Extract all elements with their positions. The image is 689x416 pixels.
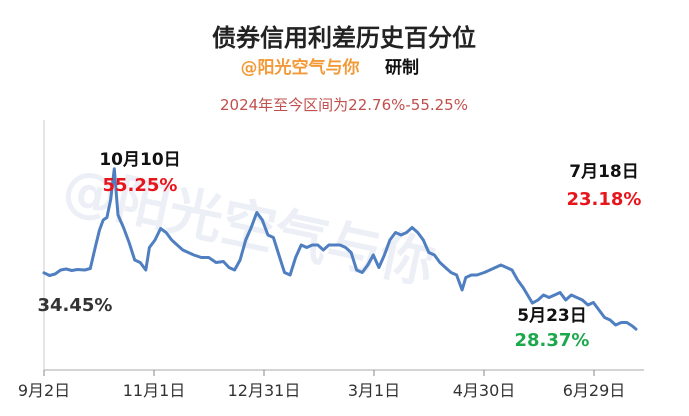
x-tick-label: 3月1日	[348, 381, 400, 400]
x-axis-ticks: 9月2日 11月1日 12月31日 3月1日 4月30日 6月29日	[18, 370, 625, 400]
chart-title: 债券信用利差历史百分位	[212, 24, 476, 52]
series-line	[42, 167, 638, 331]
x-tick-label: 4月30日	[453, 381, 516, 400]
peak-value-label: 55.25%	[103, 175, 178, 196]
low-value-label: 28.37%	[515, 330, 590, 351]
last-date-label: 7月18日	[569, 162, 639, 182]
peak-date-label: 10月10日	[99, 150, 180, 170]
x-tick-label: 9月2日	[18, 381, 70, 400]
x-tick-label: 12月31日	[228, 381, 301, 400]
last-value-label: 23.18%	[567, 189, 642, 210]
author-handle: @阳光空气与你	[241, 57, 360, 78]
x-tick-label: 11月1日	[123, 381, 186, 400]
made-by-label: 研制	[385, 57, 419, 78]
low-date-label: 5月23日	[517, 306, 587, 326]
range-note: 2024年至今区间为22.76%-55.25%	[220, 96, 468, 114]
start-value-label: 34.45%	[38, 295, 113, 316]
x-tick-label: 6月29日	[563, 381, 626, 400]
